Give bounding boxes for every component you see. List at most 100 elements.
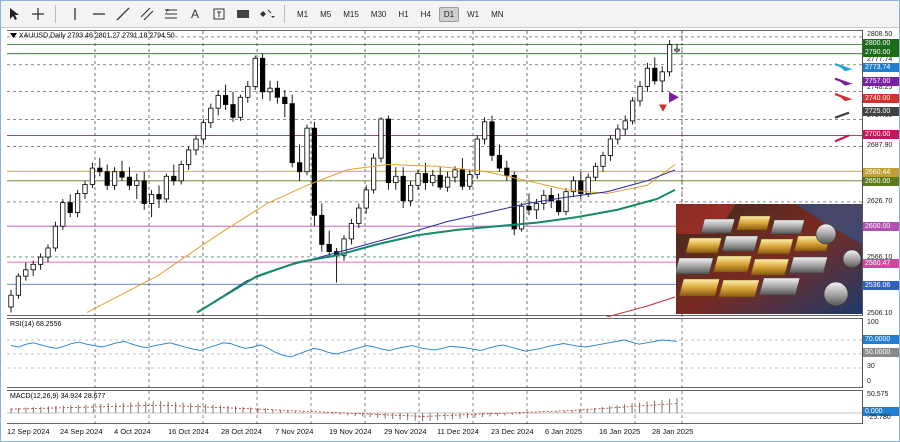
annotation-arrow-shaft: [834, 63, 850, 71]
candle-body: [348, 223, 355, 240]
candle-body: [89, 167, 95, 185]
crosshair-icon[interactable]: [27, 3, 49, 25]
cursor-icon[interactable]: [3, 3, 25, 25]
channel-icon[interactable]: [136, 3, 158, 25]
macd-pane[interactable]: MACD(12,26,9) 34.924 28.677: [7, 390, 862, 425]
price-tag-2700: 2700.00: [863, 130, 899, 139]
fibonacci-icon[interactable]: F: [160, 3, 182, 25]
candle-body: [252, 57, 258, 87]
date-tick: 12 Sep 2024: [7, 427, 50, 436]
candle-body: [104, 171, 110, 186]
candle-body: [193, 138, 199, 151]
timeframe-d1[interactable]: D1: [438, 6, 460, 22]
candle-body: [578, 180, 584, 194]
horizontal-line-icon[interactable]: [88, 3, 110, 25]
macd-canvas[interactable]: [7, 391, 862, 425]
candle-body: [134, 180, 140, 186]
candle-body: [274, 87, 281, 98]
rsi-pane[interactable]: RSI(14) 68.2556: [7, 318, 862, 389]
price-tag-2650: 2650.00: [863, 177, 899, 186]
candle-body: [230, 104, 236, 118]
candle-body: [8, 294, 14, 308]
price-tick: 2687.90: [867, 142, 893, 149]
candle-body: [615, 128, 621, 140]
candle-body: [526, 205, 532, 211]
vertical-line-icon[interactable]: [64, 3, 86, 25]
symbol-info-text: XAUUSD,Daily 2793.46 2801.27 2791.18 279…: [18, 32, 175, 40]
candle-body: [171, 175, 177, 182]
candle-body: [208, 107, 214, 124]
candle-body: [200, 122, 206, 140]
gold-bars-image: [676, 204, 862, 314]
candle-body: [222, 95, 229, 105]
timeframe-m15[interactable]: M15: [343, 9, 359, 19]
date-tick: 16 Oct 2024: [168, 427, 209, 436]
shapes-menu-icon[interactable]: [256, 3, 278, 25]
candle-body: [378, 118, 384, 159]
text-icon[interactable]: A: [190, 7, 199, 21]
rsi-label: RSI(14) 68.2556: [10, 321, 62, 328]
candle-body: [437, 174, 443, 188]
timeframe-w1[interactable]: W1: [467, 9, 480, 19]
price-tick: 2748.25: [867, 84, 893, 91]
candle-body: [356, 207, 362, 224]
date-tick: 11 Dec 2024: [437, 427, 479, 436]
price-tick: 2626.70: [867, 198, 893, 205]
candle-body: [496, 154, 503, 169]
rectangle-icon[interactable]: [232, 3, 254, 25]
macd-label: MACD(12,26,9) 34.924 28.677: [10, 393, 106, 400]
candle-body: [15, 275, 21, 296]
label-icon[interactable]: [208, 3, 230, 25]
timeframe-m30[interactable]: M30: [370, 9, 387, 19]
price-scale[interactable]: 2808.50 2777.74 2748.25 2717.60 2687.90 …: [862, 30, 899, 317]
price-tag-2800: 2800.00: [863, 39, 899, 48]
date-tick: 4 Oct 2024: [114, 427, 151, 436]
candle-body: [400, 175, 406, 202]
rsi-tick: 100: [867, 319, 879, 326]
candle-body: [481, 121, 488, 140]
date-tick: 19 Nov 2024: [329, 427, 372, 436]
timeframe-m5[interactable]: M5: [320, 9, 332, 19]
candle-body: [45, 247, 51, 258]
price-tag-2600: 2600.00: [863, 222, 899, 231]
candle-body: [637, 85, 643, 102]
price-chart-pane[interactable]: XAUUSD,Daily 2793.46 2801.27 2791.18 279…: [7, 30, 862, 317]
candle-body: [237, 96, 243, 118]
candle-body: [407, 184, 414, 202]
timeframe-mn[interactable]: MN: [491, 9, 504, 19]
date-tick: 28 Jan 2025: [652, 427, 694, 436]
candle-body: [148, 194, 155, 204]
date-tick: 24 Sep 2024: [60, 427, 103, 436]
timeframe-m1[interactable]: M1: [297, 9, 309, 19]
candle-body: [556, 200, 562, 213]
rsi-tick: 30: [867, 363, 875, 370]
candle-body: [593, 165, 599, 178]
candle-body: [674, 48, 680, 52]
macd-scale[interactable]: 50.575 0.000 -25.780: [862, 390, 899, 424]
ma-line-red: [605, 296, 676, 317]
rsi-scale[interactable]: 100 70.0000 50.0000 30 0: [862, 318, 899, 388]
ma-line-blue: [196, 169, 676, 313]
candle-body: [30, 263, 36, 271]
timeframe-h1[interactable]: H1: [398, 9, 409, 19]
candle-body: [519, 205, 525, 230]
candle-body: [541, 194, 547, 204]
toolbar-divider: [55, 5, 56, 23]
candle-body: [141, 180, 147, 204]
candle-body: [215, 95, 221, 109]
candle-body: [326, 243, 332, 253]
candle-body: [533, 203, 540, 211]
rsi-canvas[interactable]: [7, 319, 862, 389]
candle-body: [563, 191, 569, 213]
candle-body: [511, 174, 517, 230]
candle-body: [296, 162, 303, 173]
candle-body: [289, 103, 295, 164]
candle-body: [259, 57, 266, 93]
time-axis[interactable]: 12 Sep 2024 24 Sep 2024 4 Oct 2024 16 Oc…: [7, 424, 862, 441]
collapse-arrow-icon[interactable]: [10, 32, 17, 39]
trendline-icon[interactable]: [112, 3, 134, 25]
candle-body: [393, 175, 399, 184]
candle-body: [267, 87, 273, 93]
candle-body: [570, 180, 577, 193]
timeframe-h4[interactable]: H4: [420, 9, 431, 19]
